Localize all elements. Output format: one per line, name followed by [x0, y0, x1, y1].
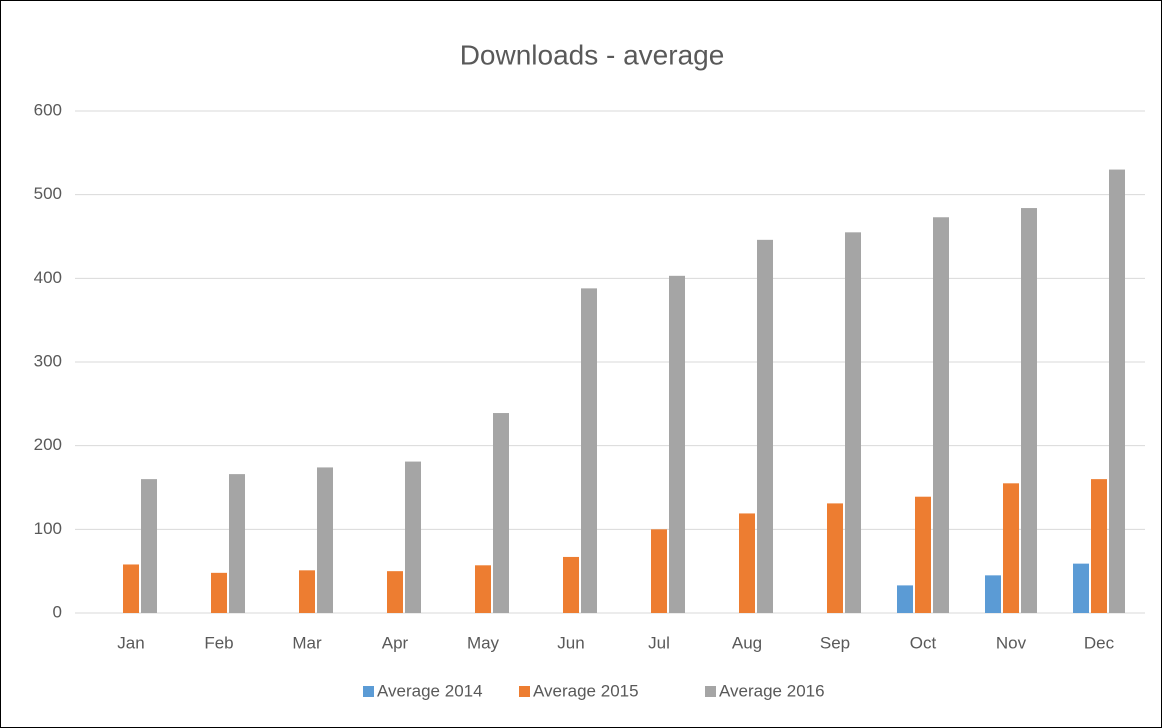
y-tick-label: 300 — [34, 351, 62, 370]
bar — [1109, 169, 1125, 614]
bar — [211, 572, 227, 613]
y-tick-label: 600 — [34, 100, 62, 119]
x-tick-label: May — [467, 633, 500, 652]
bar — [405, 461, 421, 613]
bar — [141, 479, 157, 613]
bar — [915, 496, 931, 613]
y-tick-label: 500 — [34, 184, 62, 203]
legend-label: Average 2015 — [533, 681, 639, 700]
bar — [1091, 479, 1107, 613]
bar — [123, 564, 139, 613]
x-tick-label: Aug — [732, 633, 762, 652]
legend-label: Average 2016 — [719, 681, 825, 700]
bar — [475, 565, 491, 613]
bar — [493, 413, 509, 613]
x-tick-label: Feb — [204, 633, 233, 652]
bar — [229, 474, 245, 613]
x-tick-label: Nov — [996, 633, 1027, 652]
bar — [669, 275, 685, 613]
chart-title: Downloads - average — [460, 39, 725, 70]
bar — [757, 239, 773, 613]
y-tick-label: 400 — [34, 268, 62, 287]
x-tick-label: Apr — [382, 633, 409, 652]
bar — [1003, 483, 1019, 613]
x-tick-label: Oct — [910, 633, 937, 652]
bar — [739, 513, 755, 613]
bar — [845, 232, 861, 614]
bar — [299, 570, 315, 613]
bar — [897, 585, 913, 613]
bar — [1073, 563, 1089, 613]
legend-swatch — [363, 686, 374, 697]
bar — [387, 571, 403, 613]
bar — [651, 529, 667, 613]
x-tick-label: Mar — [292, 633, 322, 652]
x-tick-label: Jun — [557, 633, 584, 652]
y-tick-label: 100 — [34, 519, 62, 538]
bar — [985, 575, 1001, 613]
x-tick-label: Dec — [1084, 633, 1115, 652]
bar — [563, 556, 579, 613]
x-tick-label: Sep — [820, 633, 850, 652]
legend-label: Average 2014 — [377, 681, 483, 700]
y-tick-label: 200 — [34, 435, 62, 454]
bar — [827, 503, 843, 613]
bar — [581, 288, 597, 613]
x-tick-label: Jan — [117, 633, 144, 652]
bar — [1021, 208, 1037, 613]
bar — [933, 217, 949, 614]
legend-swatch — [705, 686, 716, 697]
legend-swatch — [519, 686, 530, 697]
x-tick-label: Jul — [648, 633, 670, 652]
y-tick-label: 0 — [53, 602, 62, 621]
bar — [317, 467, 333, 613]
